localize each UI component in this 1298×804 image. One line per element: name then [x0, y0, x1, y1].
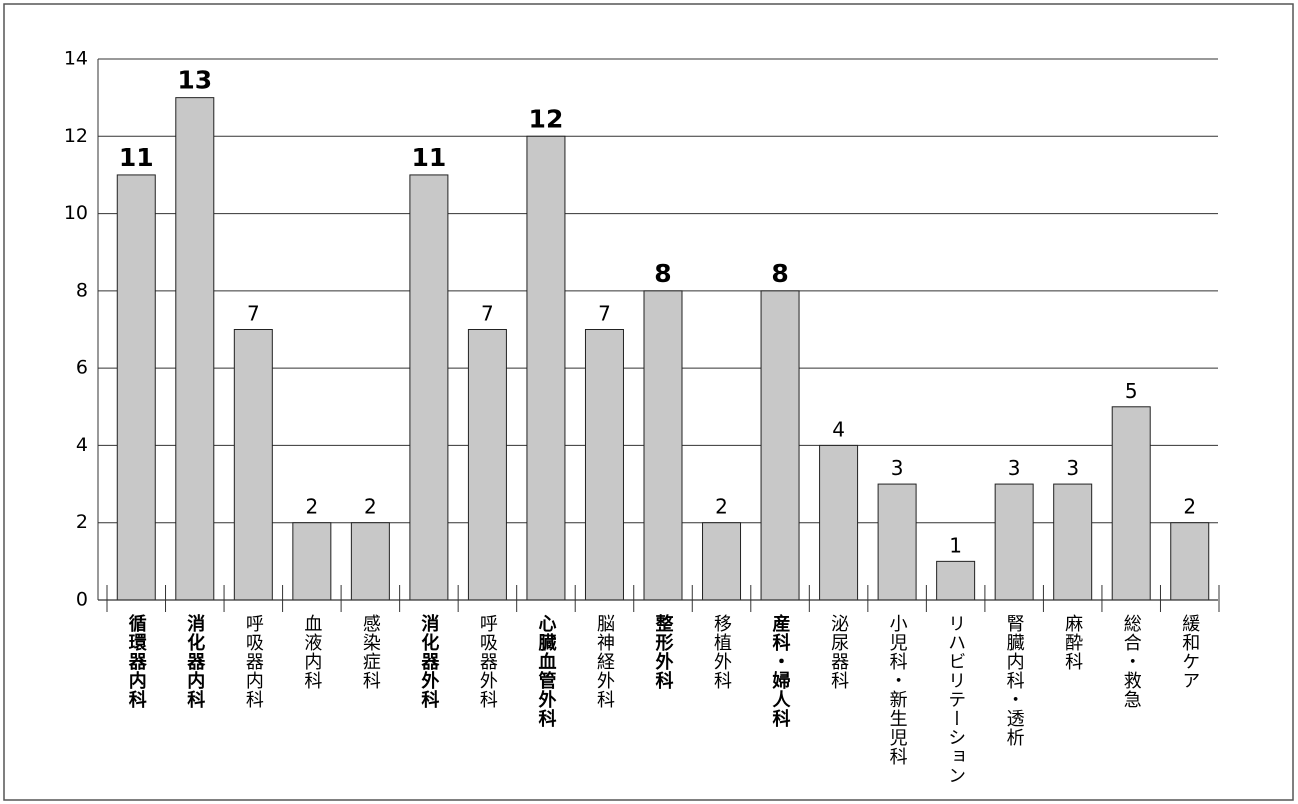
- bar: [1170, 522, 1210, 601]
- value-label: 3: [891, 456, 904, 480]
- bar: [233, 329, 273, 601]
- value-label: 8: [654, 259, 671, 288]
- x-tick-label: 泌尿器科: [828, 614, 849, 690]
- y-tick-label: 14: [64, 48, 88, 70]
- value-label: 11: [411, 143, 446, 172]
- y-tick-label: 6: [76, 357, 88, 379]
- x-tick-label: 麻酔科: [1062, 614, 1083, 671]
- value-label: 11: [119, 143, 154, 172]
- y-tick-label: 0: [76, 589, 88, 611]
- bar: [936, 560, 976, 601]
- x-tick-label: 整形外科: [653, 613, 675, 690]
- value-label: 3: [1066, 456, 1079, 480]
- value-label: 2: [1183, 495, 1196, 519]
- x-tick-label: 感染症科: [360, 614, 381, 690]
- x-tick-label: 呼吸器外科: [477, 614, 498, 709]
- value-label: 12: [529, 104, 564, 133]
- bar: [526, 135, 566, 601]
- x-tick-label: 心臓血管外科: [535, 614, 556, 728]
- bar: [409, 174, 449, 601]
- value-label: 3: [1008, 456, 1021, 480]
- x-tick-label: 緩和ケア: [1179, 614, 1200, 690]
- y-tick-label: 12: [64, 125, 88, 147]
- bar: [467, 329, 507, 601]
- x-tick-label: 脳神経外科: [594, 614, 615, 709]
- value-label: 1: [949, 533, 962, 557]
- value-label: 8: [771, 259, 788, 288]
- y-tick-label: 10: [64, 202, 88, 224]
- bar: [175, 97, 215, 601]
- x-tick-label: 消化器外科: [418, 613, 440, 709]
- bar: [760, 290, 800, 601]
- bar: [819, 444, 859, 601]
- bar: [702, 522, 742, 601]
- value-label: 7: [481, 302, 494, 326]
- bar: [292, 522, 332, 601]
- value-label: 2: [364, 495, 377, 519]
- x-tick-label: 循環器内科: [126, 613, 148, 709]
- x-tick-label: 小児科・新生児科: [887, 614, 908, 766]
- x-tick-label: 呼吸器内科: [243, 614, 264, 709]
- x-tick-label: リハビリテーション: [945, 614, 966, 785]
- value-label: 7: [247, 302, 260, 326]
- bar: [584, 329, 624, 601]
- bar: [643, 290, 683, 601]
- y-tick-label: 8: [76, 279, 88, 301]
- bar: [116, 174, 156, 601]
- x-tick-label: 腎臓内科・透析: [1004, 614, 1025, 747]
- x-tick-label: 移植外科: [711, 614, 732, 690]
- frame: [3, 3, 1294, 801]
- x-tick-label: 総合・救急: [1121, 614, 1142, 709]
- bar: [994, 483, 1034, 601]
- x-tick-label: 産科・婦人科: [770, 613, 792, 728]
- bar: [1111, 406, 1151, 601]
- y-tick-label: 2: [76, 511, 88, 533]
- value-label: 2: [305, 495, 318, 519]
- value-label: 13: [177, 66, 212, 95]
- bar: [350, 522, 390, 601]
- bar: [1053, 483, 1093, 601]
- x-tick-label: 消化器内科: [184, 613, 206, 709]
- value-label: 7: [598, 302, 611, 326]
- value-label: 4: [832, 417, 845, 441]
- bar: [877, 483, 917, 601]
- x-tick-label: 血液内科: [301, 614, 322, 690]
- y-tick-label: 4: [76, 434, 88, 456]
- value-label: 2: [715, 495, 728, 519]
- value-label: 5: [1125, 379, 1138, 403]
